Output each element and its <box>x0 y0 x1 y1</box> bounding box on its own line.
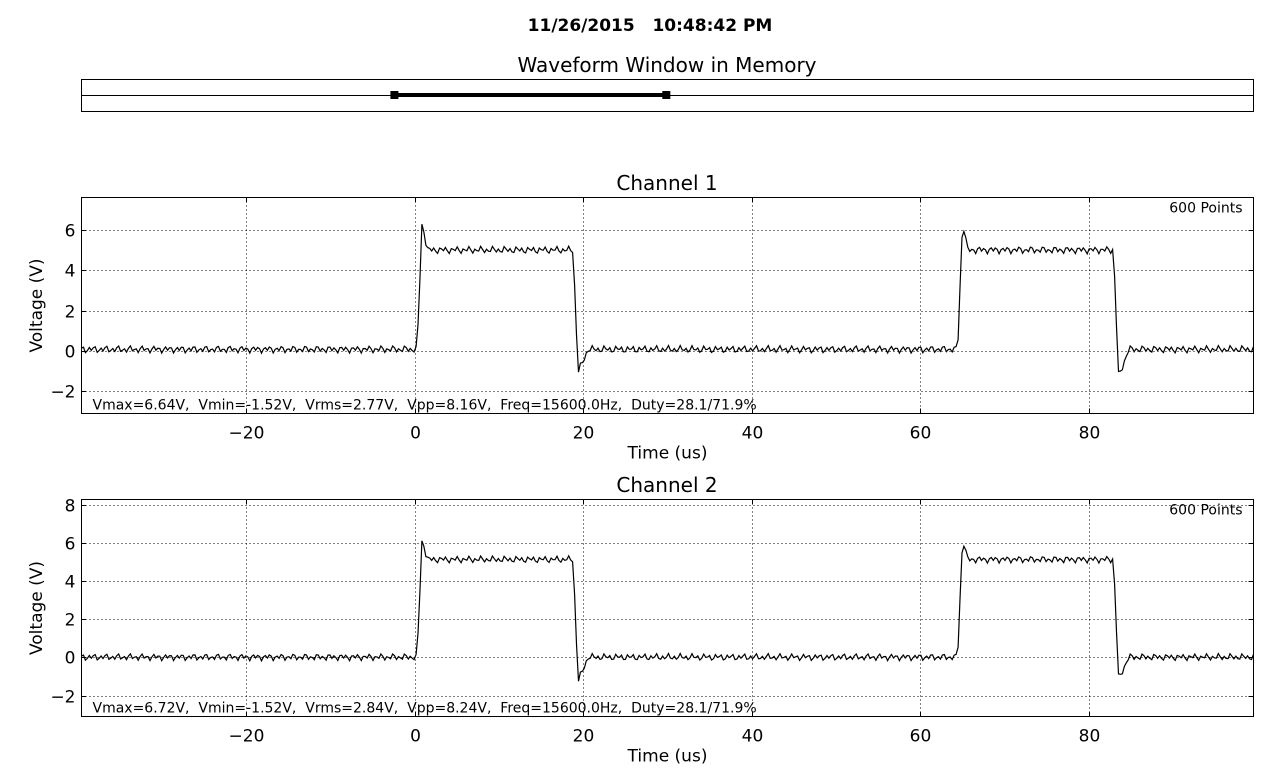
timestamp: 11/26/2015 10:48:42 PM <box>528 16 773 36</box>
memory-window-end-marker <box>662 91 671 99</box>
x-tick-label: −20 <box>229 424 265 444</box>
channel-2-grid <box>81 499 1254 717</box>
x-tick-label: 80 <box>1079 727 1101 747</box>
x-tick-label: 60 <box>910 424 932 444</box>
x-tick-label: 40 <box>742 424 764 444</box>
channel-2-stats: Vmax=6.72V, Vmin=-1.52V, Vrms=2.84V, Vpp… <box>93 701 757 717</box>
channel-1-plot-frame <box>81 197 1254 414</box>
y-tick-label: 6 <box>65 222 76 242</box>
x-tick-label: 20 <box>573 727 595 747</box>
x-tick-label: 60 <box>910 727 932 747</box>
channel-1-y-axis-label: Voltage (V) <box>27 258 47 352</box>
memory-window-title: Waveform Window in Memory <box>517 53 816 77</box>
channel-2-points-label: 600 Points <box>1169 503 1242 519</box>
memory-window-start-marker <box>390 91 399 99</box>
channel-2-y-axis-label: Voltage (V) <box>27 561 47 655</box>
channel-1-title: Channel 1 <box>616 171 717 195</box>
y-tick-label: −2 <box>50 688 75 708</box>
x-tick-label: 20 <box>573 424 595 444</box>
y-tick-label: 4 <box>65 262 76 282</box>
channel-2-title: Channel 2 <box>616 473 717 497</box>
y-tick-label: 8 <box>65 497 76 517</box>
y-tick-label: 2 <box>65 611 76 631</box>
channel-1-waveform <box>81 224 1255 373</box>
x-tick-label: −20 <box>229 727 265 747</box>
channel-1-points-label: 600 Points <box>1169 201 1242 217</box>
channel-2-plot-frame <box>81 499 1254 717</box>
x-tick-label: 40 <box>742 727 764 747</box>
x-tick-label: 80 <box>1079 424 1101 444</box>
channel-2-waveform <box>81 540 1255 682</box>
y-tick-label: −2 <box>50 383 75 403</box>
memory-window <box>81 79 1254 112</box>
channel-1-x-axis-label: Time (us) <box>627 444 708 464</box>
y-tick-label: 6 <box>65 535 76 555</box>
x-tick-label: 0 <box>410 727 421 747</box>
x-tick-label: 0 <box>410 424 421 444</box>
channel-1-stats: Vmax=6.64V, Vmin=-1.52V, Vrms=2.77V, Vpp… <box>93 398 757 414</box>
y-tick-label: 4 <box>65 573 76 593</box>
channel-1-grid <box>81 197 1254 414</box>
y-tick-label: 0 <box>65 343 76 363</box>
y-tick-label: 0 <box>65 649 76 669</box>
channel-2-x-axis-label: Time (us) <box>627 747 708 767</box>
y-tick-label: 2 <box>65 303 76 323</box>
